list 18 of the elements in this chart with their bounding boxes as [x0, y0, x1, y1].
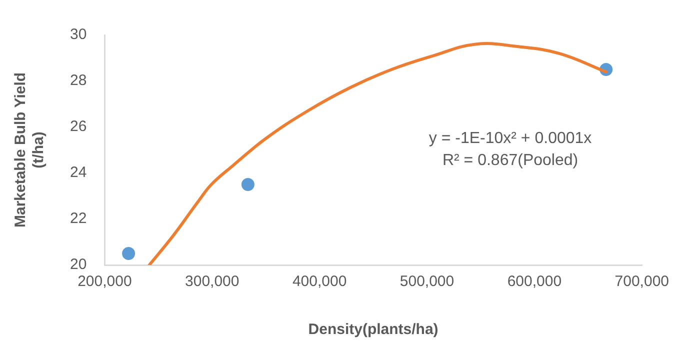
- point: [241, 178, 254, 191]
- y-tick-label: 28: [70, 72, 87, 90]
- y-tick-label: 30: [70, 26, 87, 44]
- y-tick-label: 24: [70, 164, 87, 182]
- y-tick-label: 22: [70, 210, 87, 228]
- x-tick-label: 400,000: [292, 273, 347, 290]
- point: [122, 247, 136, 260]
- annotation: R² = 0.867(Pooled): [442, 152, 578, 169]
- x-tick-label: 500,000: [400, 273, 454, 290]
- y-axis-title: Marketable Bulb Yield (t/ha): [12, 72, 48, 228]
- y-tick-label: 20: [70, 256, 87, 274]
- annotation: y = -1E-10x² + 0.0001x: [428, 130, 592, 147]
- y-tick-label: 26: [70, 118, 87, 136]
- x-tick-label: 300,000: [185, 273, 240, 290]
- x-tick-label: 200,000: [78, 273, 132, 290]
- x-tick-label: 700,000: [614, 273, 670, 290]
- x-axis-title: Density(plants/ha): [308, 321, 438, 338]
- x-tick-label: 600,000: [507, 273, 562, 290]
